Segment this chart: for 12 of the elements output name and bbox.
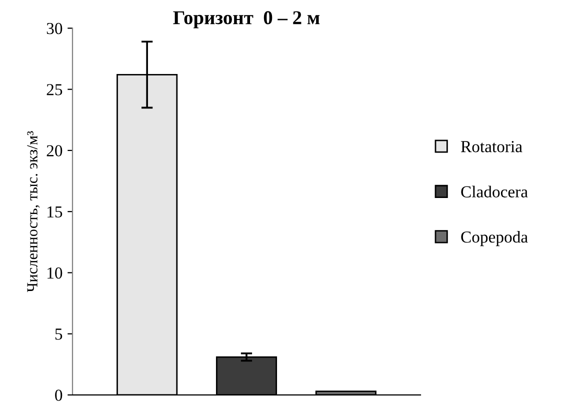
y-tick-label: 30 [46, 22, 62, 34]
chart-title: Горизонт 0 – 2 м [173, 11, 320, 28]
y-tick-label: 0 [55, 390, 62, 401]
y-tick-label: 5 [55, 328, 62, 340]
y-tick-label: 25 [46, 84, 62, 96]
y-tick-label: 10 [48, 267, 62, 279]
y-axis-title: Численность, тыс. экз/м³ [27, 131, 40, 292]
y-tick-label: 15 [48, 206, 62, 218]
legend-label: Rotatoria [460, 141, 522, 152]
legend-label: Copepoda [461, 230, 528, 246]
y-tick-label: 20 [46, 145, 62, 156]
legend-label: Cladocera [461, 186, 528, 198]
